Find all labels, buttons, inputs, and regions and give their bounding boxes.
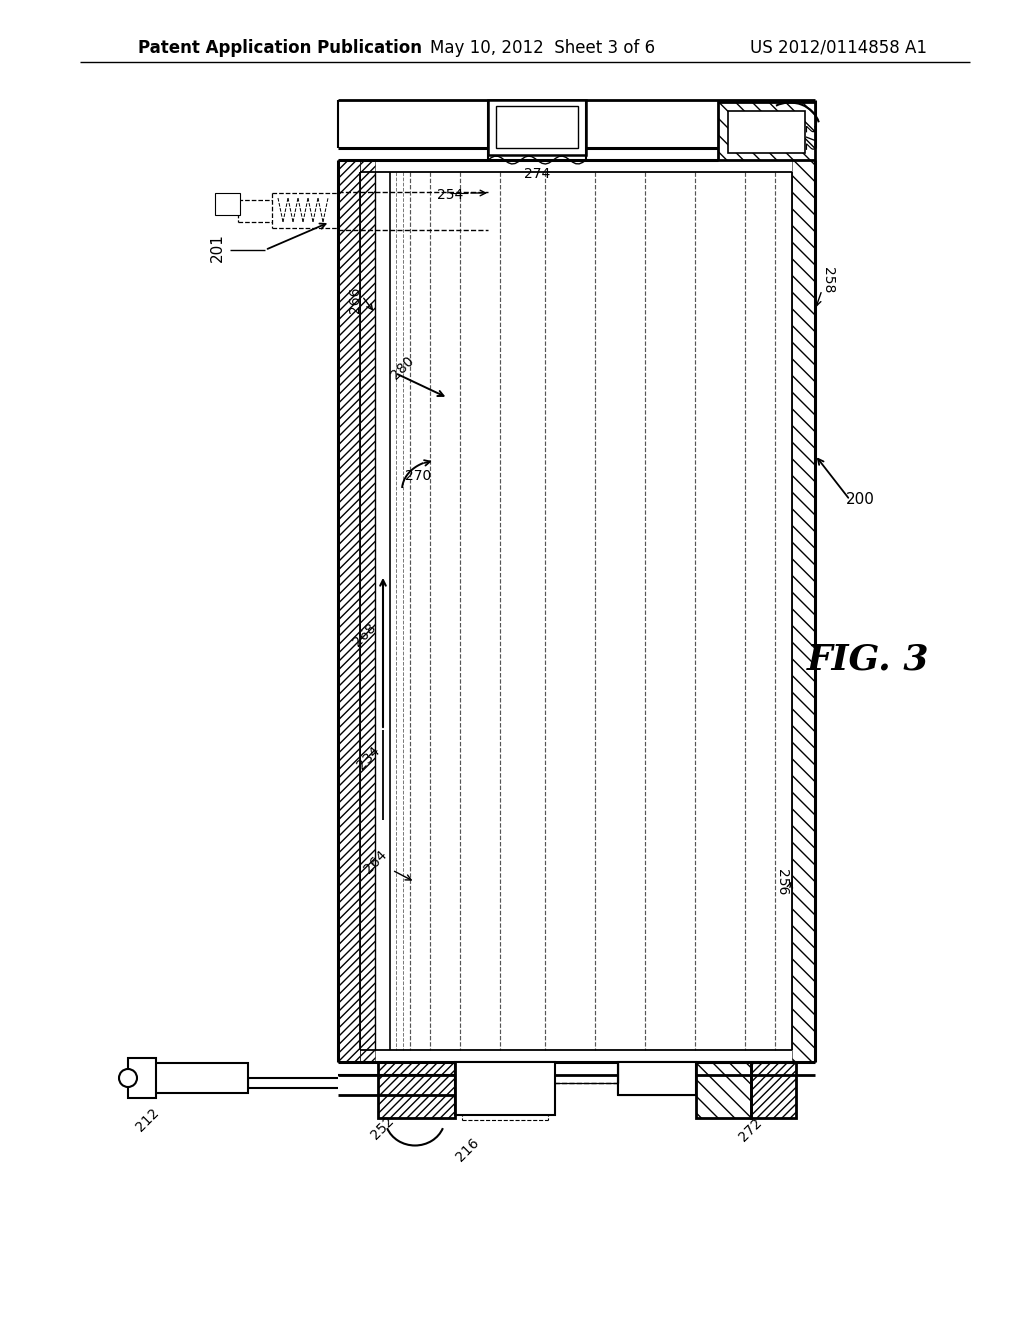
Text: 258: 258 [821,267,835,293]
Text: 201: 201 [210,234,225,263]
Bar [751,1063,796,1118]
Text: 266: 266 [348,286,362,313]
Bar [510,1063,618,1082]
Bar [718,102,815,160]
Text: 264: 264 [360,847,389,876]
Text: May 10, 2012  Sheet 3 of 6: May 10, 2012 Sheet 3 of 6 [430,40,655,57]
Bar [618,1063,696,1096]
Bar [728,111,805,153]
Bar [751,1063,796,1118]
Text: 272: 272 [801,125,815,150]
Bar [128,1059,156,1098]
Text: US 2012/0114858 A1: US 2012/0114858 A1 [750,40,927,57]
Text: 270: 270 [404,469,431,483]
Text: 212: 212 [133,1106,161,1134]
Text: FIG. 3: FIG. 3 [807,643,929,677]
Text: 274: 274 [524,168,550,181]
Text: 234: 234 [353,743,382,772]
Text: 280: 280 [388,354,417,383]
Circle shape [119,1069,137,1086]
Bar [378,1063,455,1118]
Bar [718,102,815,160]
Text: 256: 256 [775,869,790,895]
Bar [378,1063,455,1118]
Bar [696,1063,751,1118]
Bar [455,1063,555,1115]
Bar [360,160,375,1063]
Bar [696,1063,751,1118]
Bar [338,160,360,1063]
Bar [792,160,815,1063]
Bar [496,106,578,148]
Text: Patent Application Publication: Patent Application Publication [138,40,422,57]
Text: 254: 254 [437,187,463,202]
Text: 252: 252 [368,1114,396,1142]
Bar [155,1063,248,1093]
Bar [215,193,240,215]
Text: 268: 268 [350,620,379,649]
Bar [488,100,586,154]
Text: 216: 216 [454,1135,482,1164]
Text: 200: 200 [846,492,874,507]
Text: 272: 272 [736,1115,764,1144]
